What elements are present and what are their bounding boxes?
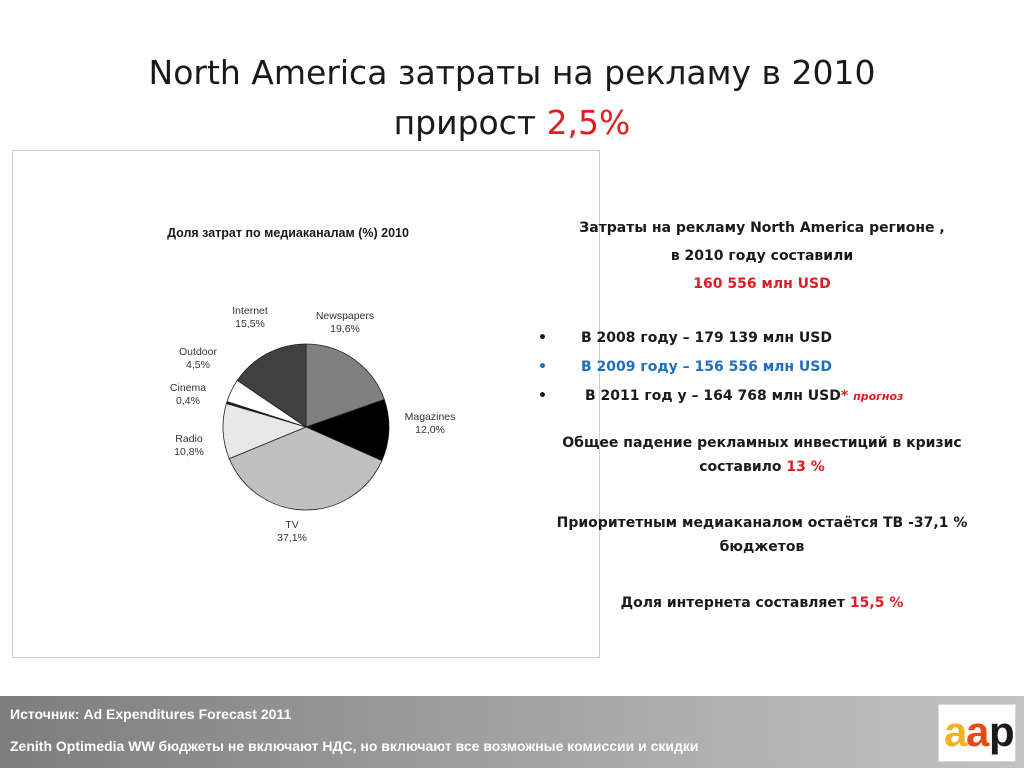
internet-share-label: Доля интернета составляет	[620, 595, 850, 611]
priority-line-2: бюджетов	[719, 539, 805, 555]
pie-label-tv: TV	[285, 519, 298, 531]
pie-label-magazines: Magazines	[405, 411, 456, 423]
bullet-2008: • В 2008 году – 179 139 млн USD	[520, 324, 1004, 353]
pie-label-internet: Internet	[232, 305, 268, 317]
pie-value-radio: 10,8%	[174, 446, 204, 458]
pie-label-cinema: Cinema	[170, 382, 206, 394]
pie-value-internet: 15,5%	[235, 318, 265, 330]
bullet-2011-text: В 2011 год у – 164 768 млн USD* прогноз	[585, 382, 903, 411]
priority-line-1: Приоритетным медиаканалом остаётся ТВ -3…	[556, 515, 968, 531]
pie-value-outdoor: 4,5%	[186, 359, 210, 371]
bullet-2011-value: В 2011 год у – 164 768 млн USD	[585, 388, 841, 404]
decline-value: 13 %	[786, 459, 825, 475]
bullet-2008-text: В 2008 году – 179 139 млн USD	[581, 330, 833, 346]
internet-share-line: Доля интернета составляет 15,5 %	[520, 591, 1004, 615]
logo-letter: a	[966, 708, 990, 755]
decline-paragraph: Общее падение рекламных инвестиций в кри…	[520, 431, 1004, 479]
decline-line-2: составило 13 %	[520, 455, 1004, 479]
chart-title: Доля затрат по медиаканалам (%) 2010	[167, 226, 409, 240]
title-line-1: North America затраты на рекламу в 2010	[148, 53, 876, 92]
pie-slice-tv	[228, 426, 383, 511]
pie-value-tv: 37,1%	[277, 532, 307, 544]
intro-line-2: в 2010 году составили	[670, 248, 854, 264]
decline-label: составило	[699, 459, 787, 475]
pie-value-newspapers: 19,6%	[330, 323, 360, 335]
intro-line-1: Затраты на рекламу North America регионе…	[579, 220, 945, 236]
title-growth-label: прирост	[393, 103, 547, 142]
pie-chart: Доля затрат по медиаканалам (%) 2010 New…	[167, 226, 456, 544]
source-line-1: Источник: Ad Expenditures Forecast 2011	[10, 706, 292, 722]
pie-slice-magazines	[304, 398, 390, 462]
title-growth-value: 2,5%	[546, 103, 631, 142]
slide-title: North America затраты на рекламу в 2010 …	[0, 48, 1024, 148]
pie-label-radio: Radio	[175, 433, 203, 445]
pie-slice-internet	[236, 343, 307, 428]
aap-logo: a a p	[938, 704, 1016, 762]
priority-paragraph: Приоритетным медиаканалом остаётся ТВ -3…	[520, 511, 1004, 559]
logo-letter: a	[944, 708, 968, 755]
bullet-dot: •	[538, 388, 547, 404]
intro-total-value: 160 556 млн USD	[693, 276, 831, 292]
bullet-2011: • В 2011 год у – 164 768 млн USD* прогно…	[520, 382, 1004, 411]
pie-value-cinema: 0,4%	[176, 395, 200, 407]
source-line-2: Zenith Optimedia WW бюджеты не включают …	[10, 738, 699, 754]
title-line-2: прирост 2,5%	[0, 98, 1024, 148]
pie-chart-frame: Доля затрат по медиаканалам (%) 2010 New…	[12, 150, 600, 658]
pie-value-magazines: 12,0%	[415, 424, 445, 436]
pie-label-newspapers: Newspapers	[316, 310, 374, 322]
bullet-dot: •	[538, 359, 547, 375]
logo-letter: p	[989, 708, 1015, 755]
footer-bar: Источник: Ad Expenditures Forecast 2011 …	[0, 696, 1024, 768]
pie-label-outdoor: Outdoor	[179, 346, 217, 358]
decline-line-1: Общее падение рекламных инвестиций в кри…	[562, 435, 962, 451]
internet-share-value: 15,5 %	[849, 595, 904, 611]
forecast-star: *	[840, 388, 849, 404]
bullet-2009: • В 2009 году – 156 556 млн USD	[520, 353, 1004, 382]
bullet-dot: •	[538, 330, 547, 346]
forecast-note: прогноз	[853, 390, 904, 403]
info-panel: Затраты на рекламу North America регионе…	[520, 214, 1004, 615]
bullet-2009-text: В 2009 году – 156 556 млн USD	[581, 359, 833, 375]
